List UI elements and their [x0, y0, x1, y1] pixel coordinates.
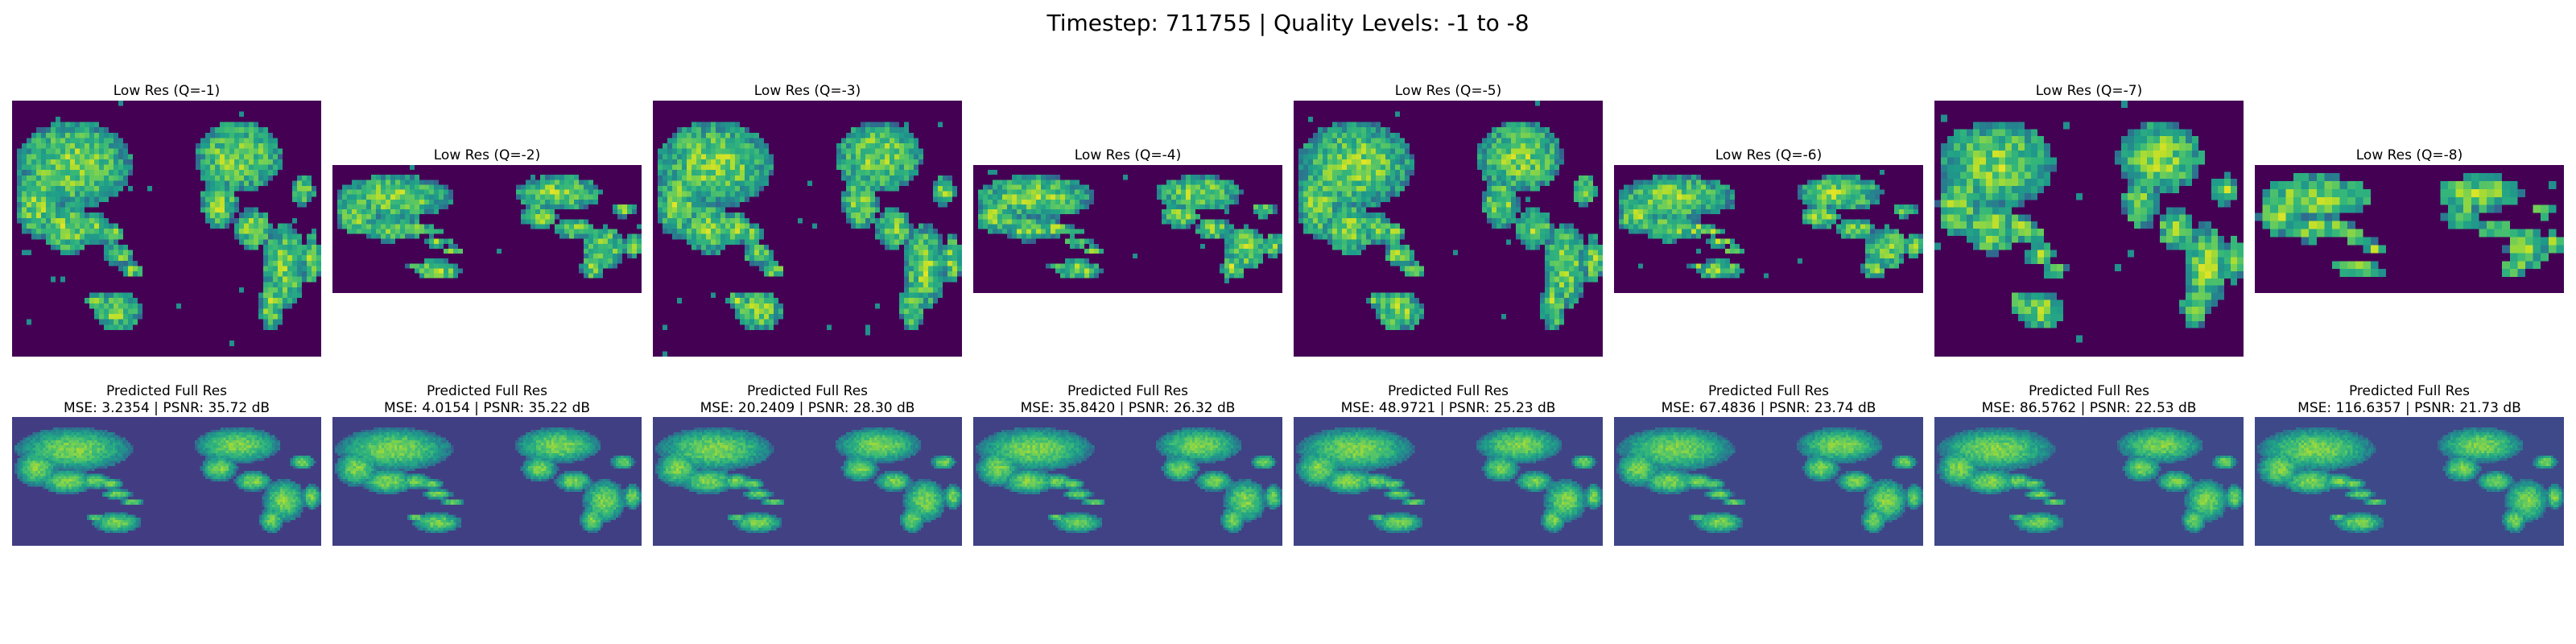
low-res-map-image — [653, 101, 962, 357]
panel-title: Low Res (Q=-5) — [1394, 83, 1502, 99]
panel-title: Low Res (Q=-8) — [2355, 147, 2463, 163]
panel-predicted-q4: Predicted Full Res MSE: 35.8420 | PSNR: 2… — [973, 383, 1282, 546]
panel-predicted-q1: Predicted Full Res MSE: 3.2354 | PSNR: 35… — [12, 383, 321, 546]
panel-metrics: MSE: 86.5762 | PSNR: 22.53 dB — [1981, 400, 2197, 416]
predicted-map-image — [1294, 417, 1603, 546]
predicted-map-image — [332, 417, 642, 546]
panel-low-res-q4: Low Res (Q=-4) — [973, 147, 1282, 293]
panel-title: Low Res (Q=-4) — [1074, 147, 1182, 163]
low-res-map-image — [1934, 101, 2244, 357]
panel-title: Predicted Full Res MSE: 35.8420 | PSNR: 2… — [973, 383, 1282, 417]
panel-predicted-q5: Predicted Full Res MSE: 48.9721 | PSNR: 2… — [1294, 383, 1603, 546]
low-res-map-image — [12, 101, 321, 357]
panel-title: Predicted Full Res MSE: 86.5762 | PSNR: 2… — [1934, 383, 2244, 417]
panel-metrics: MSE: 3.2354 | PSNR: 35.72 dB — [63, 400, 270, 416]
panel-low-res-q7: Low Res (Q=-7) — [1934, 83, 2244, 357]
panel-title: Predicted Full Res MSE: 116.6357 | PSNR: … — [2255, 383, 2564, 417]
panel-title: Predicted Full Res MSE: 20.2409 | PSNR: 2… — [653, 383, 962, 417]
panel-metrics: MSE: 20.2409 | PSNR: 28.30 dB — [700, 400, 915, 416]
panel-metrics: MSE: 67.4836 | PSNR: 23.74 dB — [1661, 400, 1876, 416]
panel-title: Predicted Full Res MSE: 3.2354 | PSNR: 35… — [12, 383, 321, 417]
panel-title: Low Res (Q=-2) — [433, 147, 541, 163]
panel-predicted-q3: Predicted Full Res MSE: 20.2409 | PSNR: 2… — [653, 383, 962, 546]
panel-title: Low Res (Q=-6) — [1715, 147, 1823, 163]
low-res-map-image — [2255, 165, 2564, 293]
panel-low-res-q2: Low Res (Q=-2) — [332, 147, 642, 293]
panel-metrics: MSE: 116.6357 | PSNR: 21.73 dB — [2297, 400, 2521, 416]
panel-title: Predicted Full Res MSE: 48.9721 | PSNR: 2… — [1294, 383, 1603, 417]
panel-title: Low Res (Q=-7) — [2035, 83, 2143, 99]
low-res-map-image — [332, 165, 642, 293]
predicted-map-image — [973, 417, 1282, 546]
panel-title: Low Res (Q=-1) — [113, 83, 221, 99]
predicted-map-image — [12, 417, 321, 546]
panel-low-res-q6: Low Res (Q=-6) — [1614, 147, 1923, 293]
panel-metrics: MSE: 35.8420 | PSNR: 26.32 dB — [1020, 400, 1236, 416]
panel-title: Predicted Full Res MSE: 4.0154 | PSNR: 35… — [332, 383, 642, 417]
panel-predicted-q7: Predicted Full Res MSE: 86.5762 | PSNR: 2… — [1934, 383, 2244, 546]
low-res-map-image — [1294, 101, 1603, 357]
panel-low-res-q3: Low Res (Q=-3) — [653, 83, 962, 357]
predicted-map-image — [2255, 417, 2564, 546]
figure-title: Timestep: 711755 | Quality Levels: -1 to… — [1046, 10, 1530, 36]
predicted-map-image — [653, 417, 962, 546]
panel-low-res-q8: Low Res (Q=-8) — [2255, 147, 2564, 293]
predicted-map-image — [1614, 417, 1923, 546]
low-res-map-image — [1614, 165, 1923, 293]
predicted-map-image — [1934, 417, 2244, 546]
panel-predicted-q8: Predicted Full Res MSE: 116.6357 | PSNR: … — [2255, 383, 2564, 546]
panel-metrics: MSE: 48.9721 | PSNR: 25.23 dB — [1340, 400, 1556, 416]
panel-low-res-q5: Low Res (Q=-5) — [1294, 83, 1603, 357]
panel-predicted-q2: Predicted Full Res MSE: 4.0154 | PSNR: 35… — [332, 383, 642, 546]
low-res-map-image — [973, 165, 1282, 293]
panel-predicted-q6: Predicted Full Res MSE: 67.4836 | PSNR: 2… — [1614, 383, 1923, 546]
panel-title: Low Res (Q=-3) — [753, 83, 861, 99]
panel-low-res-q1: Low Res (Q=-1) — [12, 83, 321, 357]
panel-title: Predicted Full Res MSE: 67.4836 | PSNR: 2… — [1614, 383, 1923, 417]
panel-metrics: MSE: 4.0154 | PSNR: 35.22 dB — [383, 400, 591, 416]
